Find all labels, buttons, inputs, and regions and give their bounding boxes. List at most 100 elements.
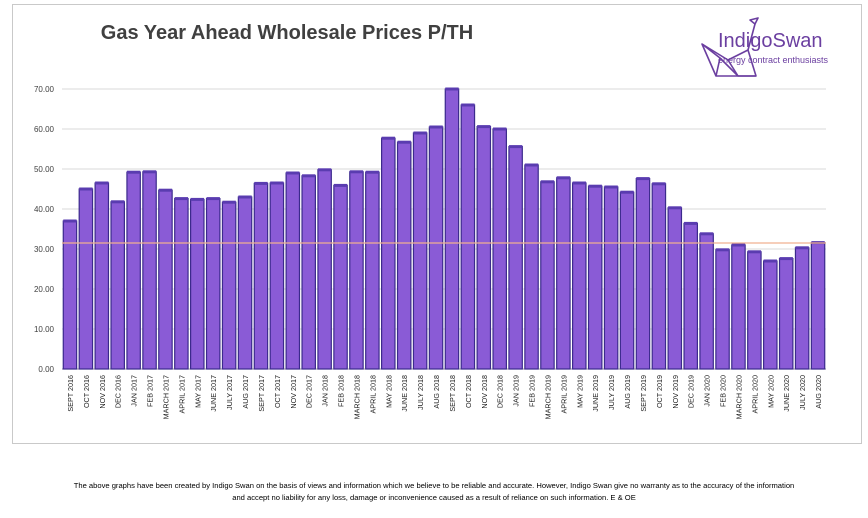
chart-title: Gas Year Ahead Wholesale Prices P/TH	[100, 22, 474, 44]
bar-cap	[493, 127, 507, 131]
disclaimer-line-1: The above graphs have been created by In…	[73, 481, 795, 490]
bar	[715, 249, 730, 370]
bar	[556, 177, 571, 370]
x-tick-label: FEB 2020	[719, 375, 728, 407]
bar-cap	[524, 163, 539, 167]
swan-logo-icon	[701, 17, 759, 77]
x-tick-label: SEPT 2019	[639, 375, 648, 412]
bar	[396, 141, 412, 370]
bar	[683, 222, 698, 370]
x-tick-label: NOV 2016	[98, 375, 107, 409]
bar	[444, 88, 460, 370]
bar-cap	[413, 131, 427, 135]
x-tick-label: JUNE 2019	[591, 375, 600, 412]
y-tick-label: 70.00	[34, 85, 55, 94]
bar-cap	[174, 197, 189, 201]
bar	[619, 191, 635, 370]
x-tick-label: SEPT 2017	[257, 375, 266, 412]
bar	[778, 258, 794, 370]
bar	[635, 178, 651, 370]
brand-name: IndigoSwan	[718, 30, 823, 52]
x-tick-label: JULY 2019	[607, 375, 616, 410]
bar	[699, 233, 714, 370]
x-tick-label: JAN 2018	[321, 375, 330, 407]
bar-chart: 0.0010.0020.0030.0040.0050.0060.0070.00 …	[34, 85, 826, 419]
bar	[810, 242, 826, 370]
bar-cap	[397, 140, 411, 144]
bar	[285, 172, 301, 370]
x-tick-label: JUNE 2018	[400, 375, 409, 412]
bar-cap	[302, 174, 316, 178]
bar	[253, 182, 269, 370]
bar-cap	[381, 136, 395, 140]
bar	[572, 182, 587, 370]
bar-cap	[111, 200, 125, 204]
x-tick-label: DEC 2017	[305, 375, 314, 408]
bar	[317, 169, 332, 370]
bar	[94, 182, 110, 370]
bar-cap	[79, 187, 93, 191]
bar	[142, 171, 157, 370]
x-tick-label: NOV 2019	[671, 375, 680, 409]
x-tick-label: APRIL 2019	[559, 375, 568, 414]
bar-cap	[620, 190, 634, 194]
x-tick-label: JAN 2020	[703, 375, 712, 407]
bar-cap	[715, 248, 730, 252]
bar	[524, 164, 539, 370]
x-tick-label: APRIL 2020	[750, 375, 759, 414]
x-tick-label: FEB 2019	[528, 375, 537, 407]
x-tick-label: MARCH 2020	[734, 375, 743, 419]
y-tick-label: 10.00	[34, 325, 55, 334]
bar	[476, 125, 492, 370]
bar-cap	[763, 259, 777, 263]
bar	[412, 132, 428, 370]
bar-cap	[668, 206, 682, 210]
y-tick-label: 30.00	[34, 245, 55, 254]
x-tick-label: FEB 2017	[146, 375, 155, 407]
y-tick-label: 20.00	[34, 285, 55, 294]
x-tick-label: JULY 2020	[798, 375, 807, 410]
x-tick-label: OCT 2019	[655, 375, 664, 408]
x-tick-label: AUG 2017	[241, 375, 250, 409]
bar-cap	[222, 200, 236, 204]
x-tick-label: MARCH 2017	[161, 375, 170, 419]
bar	[158, 189, 173, 370]
bar	[747, 251, 762, 370]
x-tick-label: JUNE 2017	[209, 375, 218, 412]
x-tick-label: MAY 2019	[575, 375, 584, 408]
bar-cap	[126, 170, 141, 174]
bar	[333, 184, 348, 370]
y-tick-label: 50.00	[34, 165, 55, 174]
x-tick-label: MARCH 2019	[543, 375, 552, 419]
bar	[78, 188, 94, 370]
x-tick-label: SEPT 2016	[66, 375, 75, 412]
x-tick-label: MAY 2018	[384, 375, 393, 408]
bar-cap	[795, 246, 809, 250]
bar-cap	[684, 221, 698, 225]
bar	[508, 146, 523, 370]
x-tick-label: JAN 2019	[512, 375, 521, 407]
bar-cap	[747, 250, 762, 254]
bar-cap	[540, 180, 555, 184]
bar-cap	[365, 170, 380, 174]
bar-cap	[317, 168, 332, 172]
bar	[381, 137, 396, 370]
disclaimer-line-2: and accept no liability for any loss, da…	[232, 493, 636, 502]
brand-tagline: energy contract enthusiasts	[718, 55, 829, 65]
x-tick-label: DEC 2018	[496, 375, 505, 408]
bar	[174, 198, 189, 370]
bar	[205, 198, 221, 370]
bar-cap	[445, 87, 459, 91]
bar	[603, 186, 619, 370]
x-tick-label: JUNE 2020	[782, 375, 791, 412]
x-tick-label: SEPT 2018	[448, 375, 457, 412]
bar-cap	[477, 125, 491, 129]
bar	[221, 201, 237, 370]
bar-cap	[95, 181, 109, 185]
bar	[365, 171, 380, 370]
bar	[492, 128, 507, 370]
bar-cap	[556, 176, 571, 180]
bar-cap	[190, 197, 204, 201]
x-tick-label: JAN 2017	[130, 375, 139, 407]
bar-cap	[779, 257, 793, 261]
